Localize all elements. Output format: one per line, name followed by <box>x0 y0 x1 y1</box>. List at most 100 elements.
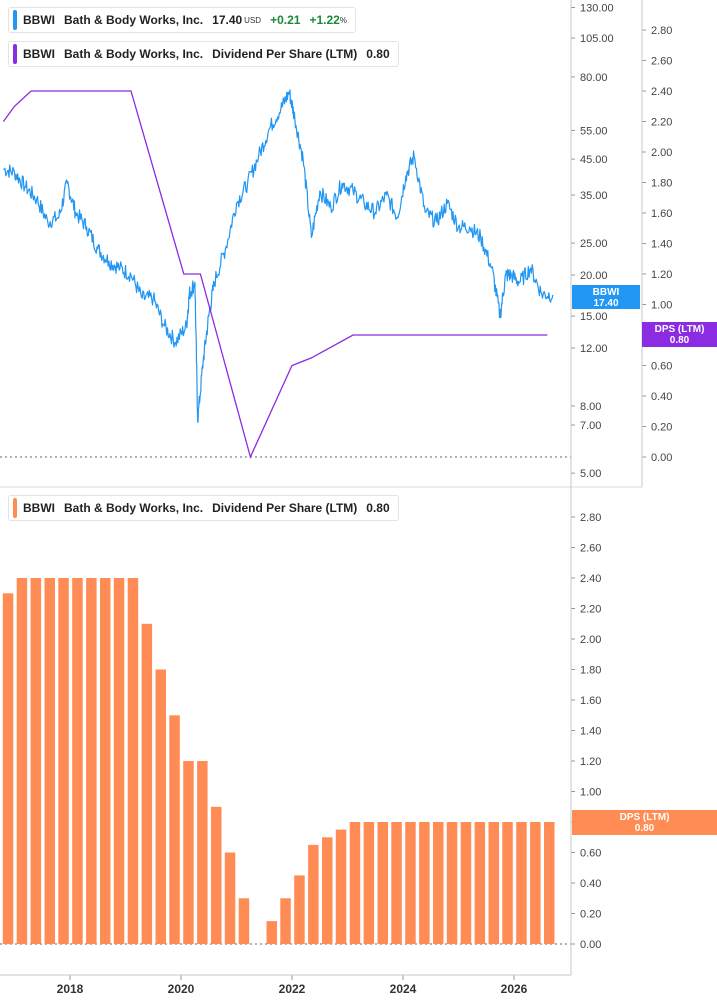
dps-bar <box>141 623 153 945</box>
dps-bar <box>502 822 513 944</box>
dps-bar <box>155 669 166 944</box>
x-tick-label: 2018 <box>57 982 84 996</box>
dps-legend-top-company: Bath & Body Works, Inc. <box>64 47 204 61</box>
dps-top-tick-label: 1.80 <box>651 178 672 190</box>
dps-bar <box>391 822 402 944</box>
dps-bar <box>530 822 541 944</box>
dps-bar <box>238 898 250 945</box>
dps-bar <box>349 822 361 944</box>
dps-bar <box>266 921 277 944</box>
dps-bar <box>211 806 222 945</box>
price-tick-label: 12.00 <box>580 343 608 355</box>
dps-bar <box>446 822 458 944</box>
price-legend-currency: USD <box>244 15 262 25</box>
dps-bar <box>113 578 125 944</box>
price-tick-label: 8.00 <box>580 401 601 413</box>
dps-top-badge: DPS (LTM) 0.80 <box>642 322 717 347</box>
bottom-tick-label: 2.00 <box>580 634 601 646</box>
dps-legend-bottom-ticker: BBWI <box>23 501 55 515</box>
dps-bar <box>377 822 388 944</box>
bottom-tick-label: 2.80 <box>580 512 601 524</box>
price-badge-ticker: BBWI <box>592 287 620 298</box>
dps-bar <box>363 822 375 944</box>
dps-legend-top[interactable]: BBWI Bath & Body Works, Inc. Dividend Pe… <box>8 41 399 67</box>
price-legend-pct-sign: % <box>339 15 347 25</box>
bottom-tick-label: 1.20 <box>580 756 601 768</box>
dps-top-tick-label: 0.00 <box>651 452 672 464</box>
dps-bar <box>30 578 42 944</box>
bottom-tick-label: 0.60 <box>580 848 601 860</box>
dps-legend-bottom-company: Bath & Body Works, Inc. <box>64 501 204 515</box>
dps-bar <box>308 844 319 944</box>
bottom-tick-label: 1.00 <box>580 787 601 799</box>
dps-top-tick-label: 2.20 <box>651 117 672 129</box>
price-tick-label: 105.00 <box>580 33 614 45</box>
dps-bar <box>419 822 430 944</box>
price-legend-change-pct: +1.22 <box>309 13 340 27</box>
x-tick-label: 2020 <box>168 982 195 996</box>
dps-top-badge-label: DPS (LTM) <box>654 324 705 335</box>
dps-top-tick-label: 0.20 <box>651 422 672 434</box>
price-tick-label: 25.00 <box>580 238 608 250</box>
bottom-tick-label: 2.20 <box>580 604 601 616</box>
dps-bar <box>183 761 194 944</box>
dps-bar <box>197 761 208 944</box>
dps-legend-bottom-value: 0.80 <box>366 501 390 515</box>
x-tick-label: 2026 <box>501 982 528 996</box>
dps-bar <box>72 578 83 944</box>
dps-top-axis: 2.80 2.60 2.40 2.20 2.00 1.80 1.60 1.40 1.20 1.00… <box>642 25 672 464</box>
price-axis: 130.00 105.00 80.00 55.00 45.00 35.00 25.00 20.… <box>571 3 614 480</box>
price-tick-label: 5.00 <box>580 468 601 480</box>
dps-bar <box>460 822 472 944</box>
dps-bar <box>127 578 139 944</box>
dps-bottom-badge: DPS (LTM) 0.80 <box>572 810 717 835</box>
dps-bar <box>2 593 14 945</box>
dps-top-tick-label: 1.00 <box>651 300 672 312</box>
bottom-tick-label: 1.60 <box>580 695 601 707</box>
dps-top-tick-label: 0.60 <box>651 361 672 373</box>
dps-bar <box>224 852 236 944</box>
price-tick-label: 45.00 <box>580 154 608 166</box>
dps-top-tick-label: 1.60 <box>651 208 672 220</box>
price-legend-ticker: BBWI <box>23 13 55 27</box>
dps-top-tick-label: 2.60 <box>651 56 672 68</box>
bottom-tick-label: 0.00 <box>580 939 601 951</box>
dps-legend-top-ticker: BBWI <box>23 47 55 61</box>
price-tick-label: 7.00 <box>580 420 601 432</box>
dps-bar <box>516 822 527 944</box>
dps-bar <box>294 875 305 944</box>
dps-top-tick-label: 2.00 <box>651 147 672 159</box>
bottom-tick-label: 0.40 <box>580 878 601 890</box>
dps-legend-bottom-metric: Dividend Per Share (LTM) <box>212 501 358 515</box>
dps-top-tick-label: 0.40 <box>651 391 672 403</box>
price-legend-price: 17.40 <box>212 13 243 27</box>
dps-bar <box>433 822 444 944</box>
dps-bottom-badge-value: 0.80 <box>634 823 655 834</box>
dps-bottom-badge-label: DPS (LTM) <box>619 812 670 823</box>
price-tick-label: 35.00 <box>580 190 608 202</box>
dps-top-badge-value: 0.80 <box>669 335 690 346</box>
dps-legend-bottom-swatch <box>13 498 17 518</box>
price-legend-swatch <box>13 10 17 30</box>
dps-legend-bottom[interactable]: BBWI Bath & Body Works, Inc. Dividend Pe… <box>8 495 399 521</box>
price-series-line <box>3 89 554 423</box>
dps-bar <box>544 822 555 944</box>
price-legend[interactable]: BBWI Bath & Body Works, Inc. 17.40 USD +… <box>8 7 356 33</box>
dps-bar <box>405 822 416 944</box>
bottom-tick-label: 2.40 <box>580 573 601 585</box>
dps-bar <box>322 837 333 945</box>
dps-bar <box>86 578 97 944</box>
dps-bars <box>2 578 555 945</box>
bottom-tick-label: 1.40 <box>580 726 601 738</box>
dps-series-line <box>2 90 548 459</box>
dps-bar <box>169 715 180 945</box>
dps-legend-top-swatch <box>13 44 17 64</box>
dps-top-tick-label: 2.80 <box>651 25 672 37</box>
price-legend-change: +0.21 <box>270 13 301 27</box>
dps-bar <box>488 822 499 944</box>
x-tick-label: 2022 <box>279 982 306 996</box>
dps-top-tick-label: 1.40 <box>651 239 672 251</box>
price-tick-label: 130.00 <box>580 3 614 15</box>
bottom-tick-label: 0.20 <box>580 909 601 921</box>
dps-bar <box>335 829 347 944</box>
